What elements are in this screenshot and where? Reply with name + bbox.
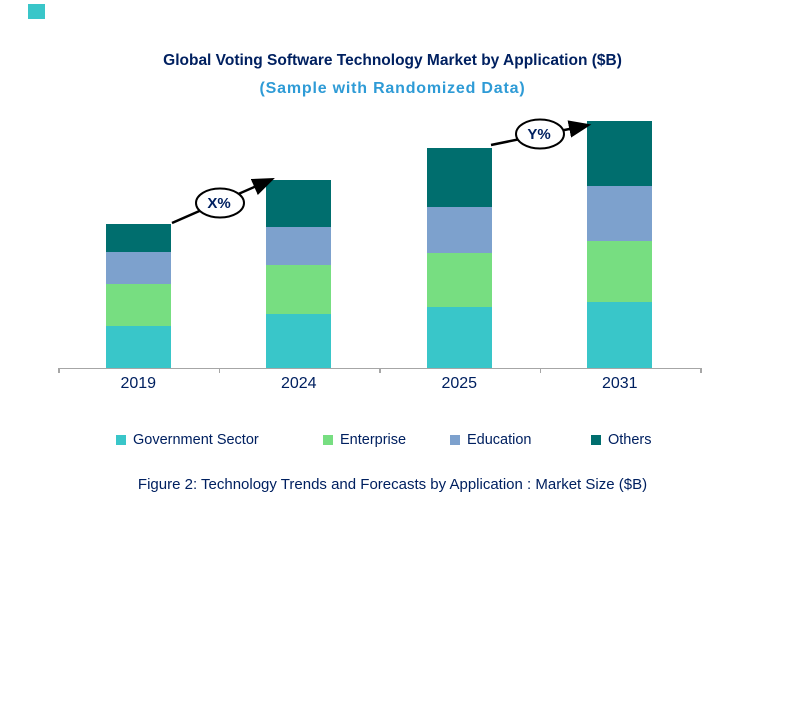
legend-marker-others — [591, 435, 601, 445]
bar-segment-2024-education — [266, 227, 332, 265]
axis-tick — [539, 368, 541, 373]
figure-caption: Figure 2: Technology Trends and Forecast… — [137, 476, 648, 493]
bar-segment-2025-enterprise — [426, 253, 492, 307]
bar-segment-2025-education — [426, 207, 492, 253]
legend-marker-government-sector — [116, 435, 126, 445]
bar-2019 — [105, 224, 171, 368]
bar-segment-2024-government-sector — [266, 314, 332, 368]
chart-subtitle: (Sample with Randomized Data) — [259, 80, 526, 97]
axis-tick — [379, 368, 381, 373]
growth-arrow-2-line — [490, 120, 592, 147]
bar-segment-2031-education — [587, 186, 653, 241]
bar-segment-2031-government-sector — [587, 302, 653, 368]
legend-item-enterprise: Enterprise — [323, 432, 406, 448]
legend-item-government-sector: Government Sector — [116, 432, 259, 448]
axis-tick — [58, 368, 60, 373]
bar-2025 — [426, 148, 492, 368]
bar-2031 — [587, 121, 653, 368]
bar-segment-2024-enterprise — [266, 265, 332, 314]
bar-2024 — [266, 180, 332, 368]
growth-ellipse-1 — [195, 187, 245, 219]
chart-title: Global Voting Software Technology Market… — [163, 52, 622, 69]
bar-segment-2025-others — [426, 148, 492, 207]
bar-segment-2024-others — [266, 180, 332, 227]
axis-tick — [218, 368, 220, 373]
growth-ellipse-2 — [515, 118, 565, 150]
legend-marker-education — [450, 435, 460, 445]
x-axis-label-2031: 2031 — [601, 375, 638, 392]
bar-segment-2019-others — [105, 224, 171, 252]
legend-label-enterprise: Enterprise — [340, 432, 407, 448]
axis-tick — [700, 368, 702, 373]
growth-label-1: X% — [207, 195, 230, 212]
bar-segment-2025-government-sector — [426, 307, 492, 368]
x-axis-label-2024: 2024 — [280, 375, 317, 392]
legend-label-education: Education — [467, 432, 532, 448]
legend-item-education: Education — [450, 432, 532, 448]
corner-accent-square — [28, 4, 45, 19]
bar-segment-2019-education — [105, 252, 171, 284]
growth-label-2: Y% — [527, 126, 550, 143]
x-axis-label-2025: 2025 — [441, 375, 478, 392]
growth-annotation-1: X% — [171, 177, 275, 225]
growth-arrow-1-line — [171, 177, 275, 225]
legend-label-others: Others — [608, 432, 652, 448]
legend-marker-enterprise — [323, 435, 333, 445]
legend-label-government-sector: Government Sector — [133, 432, 259, 448]
bar-segment-2019-enterprise — [105, 284, 171, 326]
bar-segment-2019-government-sector — [105, 326, 171, 368]
legend-item-others: Others — [591, 432, 652, 448]
bar-segment-2031-enterprise — [587, 241, 653, 302]
x-axis-label-2019: 2019 — [120, 375, 157, 392]
bar-segment-2031-others — [587, 121, 653, 186]
growth-annotation-2: Y% — [490, 118, 592, 150]
